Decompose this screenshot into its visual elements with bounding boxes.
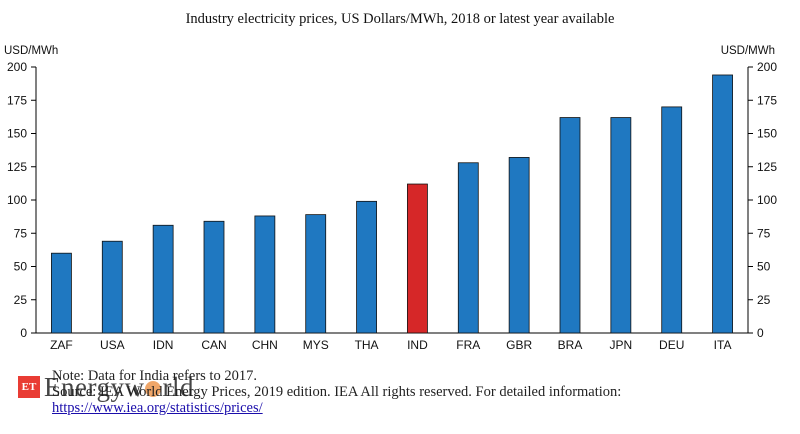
bar-deu [661, 106, 683, 334]
bar-fra [457, 162, 479, 334]
bar-gbr [508, 157, 530, 334]
bar-zaf [51, 252, 72, 334]
x-tick-label: MYS [303, 338, 329, 352]
bar-ita [712, 74, 733, 334]
x-tick-label: ITA [714, 338, 732, 352]
chart-title: Industry electricity prices, US Dollars/… [186, 11, 615, 27]
y-tick-label-left: 175 [7, 93, 27, 107]
y-tick-label-right: 150 [757, 127, 777, 141]
y-tick-label-left: 50 [14, 260, 28, 274]
y-tick-label-right: 175 [757, 93, 777, 107]
y-axis-label-left: USD/MWh [4, 45, 58, 57]
x-tick-label: IND [407, 338, 428, 352]
watermark-badge: ET [18, 376, 40, 398]
x-tick-label: JPN [610, 338, 633, 352]
y-tick-label-right: 50 [757, 260, 771, 274]
x-tick-label: FRA [456, 338, 480, 352]
y-tick-label-left: 200 [7, 60, 27, 74]
x-tick-label: USA [100, 338, 125, 352]
bar-chn [254, 215, 276, 334]
y-tick-label-left: 100 [7, 193, 27, 207]
globe-icon [145, 380, 162, 397]
source-link[interactable]: https://www.iea.org/statistics/prices/ [52, 400, 263, 416]
bar-chart: Industry electricity prices, US Dollars/… [4, 11, 777, 352]
bar-bra [559, 117, 581, 334]
x-tick-label: ZAF [50, 338, 73, 352]
bar-idn [152, 224, 174, 334]
bar-mys [305, 214, 327, 334]
x-tick-label: DEU [659, 338, 684, 352]
y-tick-label-right: 25 [757, 293, 771, 307]
y-tick-label-left: 75 [14, 226, 28, 240]
chart-notes: Note: Data for India refers to 2017. Sou… [52, 368, 742, 416]
y-tick-label-left: 25 [14, 293, 28, 307]
y-tick-label-right: 75 [757, 226, 771, 240]
x-tick-label: THA [355, 338, 379, 352]
y-tick-label-right: 125 [757, 160, 777, 174]
bar-tha [356, 200, 377, 334]
y-tick-label-left: 0 [20, 326, 27, 340]
y-axis-label-right: USD/MWh [721, 45, 775, 57]
x-tick-label: CAN [201, 338, 226, 352]
watermark-text-before: Energyw [44, 371, 145, 402]
y-tick-label-left: 125 [7, 160, 27, 174]
bar-can [203, 220, 225, 334]
y-tick-label-right: 200 [757, 60, 777, 74]
x-tick-label: IDN [153, 338, 174, 352]
x-tick-label: CHN [252, 338, 278, 352]
bars-group [51, 74, 733, 334]
x-tick-labels: ZAF USA IDN CAN CHN MYS THA IND FRA GBR BRA JPN DEU I… [50, 338, 731, 352]
watermark-logo: ET Energyw rld [18, 372, 194, 402]
note-text: Note: Data for India refers to 2017. [52, 368, 257, 384]
watermark-text-after: rld [162, 371, 194, 402]
bar-usa [101, 240, 123, 334]
x-tick-label: GBR [506, 338, 532, 352]
y-tick-label-left: 150 [7, 127, 27, 141]
y-tick-label-right: 0 [757, 326, 764, 340]
bar-jpn [610, 117, 632, 334]
source-text: Source: IEA World Energy Prices, 2019 ed… [52, 384, 622, 400]
bar-ind [407, 183, 428, 334]
x-tick-label: BRA [558, 338, 583, 352]
watermark-text: Energyw rld [44, 372, 194, 403]
y-tick-label-right: 100 [757, 193, 777, 207]
